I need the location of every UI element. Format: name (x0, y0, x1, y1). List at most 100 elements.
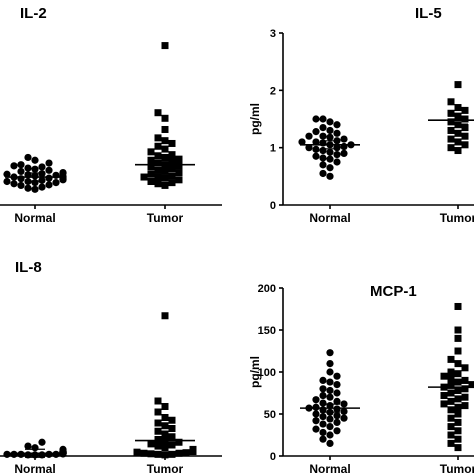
data-point (154, 166, 162, 174)
data-point (168, 157, 176, 165)
data-point (326, 155, 334, 163)
data-point (161, 125, 169, 133)
data-point (38, 438, 46, 446)
data-point (45, 450, 53, 458)
data-point (326, 431, 334, 439)
data-point (3, 450, 11, 458)
panel-il8: IL-8 Normal Tumor (0, 259, 222, 474)
data-point (24, 164, 32, 172)
data-point (447, 118, 455, 126)
data-point (312, 403, 320, 411)
data-point (154, 419, 162, 427)
data-point (10, 450, 18, 458)
data-point (319, 420, 327, 428)
data-point (461, 385, 469, 393)
data-point (319, 391, 327, 400)
y-tick-label: 150 (258, 325, 276, 337)
data-point (161, 444, 169, 452)
data-point (161, 422, 169, 430)
data-point (326, 368, 334, 376)
data-point (326, 349, 334, 357)
data-point (161, 181, 169, 189)
data-point (333, 418, 341, 426)
data-point (305, 132, 313, 140)
data-point (161, 414, 169, 421)
data-point (31, 444, 39, 452)
category-label-tumor: Tumor (147, 462, 184, 474)
data-point (447, 423, 455, 431)
data-point (326, 118, 334, 126)
data-point (154, 159, 162, 167)
data-point (454, 370, 462, 378)
data-point (312, 128, 320, 136)
data-point (447, 368, 455, 376)
data-point (319, 115, 327, 123)
data-point (17, 175, 25, 183)
data-point (319, 124, 327, 132)
category-label-normal: Normal (14, 462, 55, 474)
data-point (447, 144, 455, 152)
data-point (461, 106, 469, 114)
data-point (175, 169, 183, 177)
data-point (154, 450, 162, 458)
y-tick-label: 100 (258, 367, 276, 379)
data-point (333, 150, 341, 159)
data-point (326, 439, 334, 447)
data-point (140, 173, 148, 181)
category-label-normal: Normal (309, 462, 350, 474)
data-point (447, 389, 455, 397)
y-tick-label: 2 (270, 85, 276, 97)
data-point (454, 326, 462, 334)
data-point (161, 403, 169, 410)
data-point (333, 397, 341, 405)
data-point (154, 173, 162, 181)
data-point (319, 428, 327, 437)
category-label-tumor: Tumor (440, 211, 474, 225)
data-point (319, 435, 327, 443)
data-point (17, 450, 25, 458)
data-point (319, 399, 327, 407)
data-point (168, 172, 176, 180)
data-point (454, 403, 462, 411)
data-point (312, 396, 320, 404)
data-point (175, 155, 183, 163)
data-point (312, 425, 320, 433)
data-point (154, 109, 162, 117)
data-point (59, 445, 67, 453)
data-point (326, 415, 334, 423)
data-point (461, 393, 469, 401)
data-point (454, 444, 462, 452)
category-label-normal: Normal (14, 211, 55, 225)
data-point (154, 134, 162, 142)
data-point (333, 412, 341, 420)
data-point (17, 161, 25, 169)
data-point (147, 440, 155, 448)
data-point (45, 166, 53, 174)
data-point (326, 393, 334, 401)
data-point (326, 164, 334, 172)
panel-il2: IL-2 Normal Tumor (0, 5, 222, 225)
data-point (182, 449, 190, 457)
data-point (319, 385, 327, 393)
data-point (319, 412, 327, 421)
data-point (147, 156, 155, 164)
data-point (454, 386, 462, 394)
data-point (147, 170, 155, 178)
data-point (454, 378, 462, 386)
data-point (326, 172, 334, 180)
data-point (168, 450, 176, 458)
data-point (24, 442, 32, 450)
data-point (312, 410, 320, 418)
data-point (154, 152, 162, 160)
data-point (312, 115, 320, 123)
data-point (319, 376, 327, 384)
data-point (447, 381, 455, 389)
data-point (447, 126, 455, 134)
data-point (147, 178, 155, 186)
data-point (340, 407, 348, 416)
data-point (168, 139, 176, 147)
data-point (319, 146, 327, 155)
data-point (333, 405, 341, 413)
data-point (326, 360, 334, 368)
panel-il5: IL-5 0 1 2 3 pg/ml Normal Tumor (248, 5, 474, 225)
